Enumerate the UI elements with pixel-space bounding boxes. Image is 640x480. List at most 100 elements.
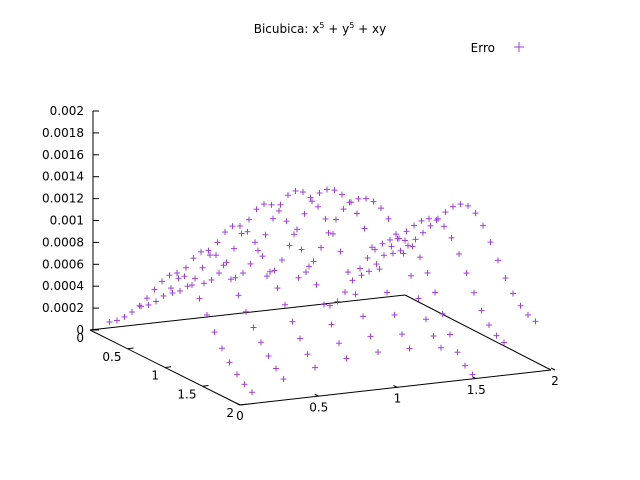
error-point [420, 229, 426, 236]
error-point [450, 203, 456, 210]
error-point [472, 210, 479, 217]
error-point [426, 215, 432, 222]
error-point [517, 302, 524, 309]
y-tick-label: 2 [551, 374, 559, 388]
x-tick-label: 0.5 [102, 350, 121, 364]
error-point [462, 362, 468, 369]
legend-label: Erro [471, 41, 495, 55]
error-point [369, 244, 375, 251]
error-point [228, 276, 234, 283]
error-point [321, 301, 327, 308]
error-point [238, 230, 245, 237]
error-point [295, 274, 302, 281]
x-axis-ticks: 0 0.5 1 1.5 2 [76, 328, 247, 420]
error-point [181, 273, 188, 280]
y-tick-mark [235, 402, 241, 406]
error-point [493, 332, 500, 339]
error-point [435, 215, 441, 222]
error-point [364, 254, 371, 261]
error-point [235, 292, 242, 299]
error-point [216, 270, 222, 277]
error-point [318, 244, 324, 251]
z-tick-label: 0.001 [50, 214, 84, 228]
x-tick-mark [164, 366, 172, 368]
error-point [220, 262, 227, 269]
error-point [136, 302, 143, 309]
error-point [405, 242, 411, 249]
error-point [285, 192, 291, 199]
x-tick-label: 1.5 [177, 387, 196, 401]
error-point [168, 285, 174, 292]
error-point [439, 310, 446, 317]
z-tick-label: 0.0008 [42, 235, 84, 249]
error-point [397, 247, 404, 254]
error-point [196, 295, 203, 302]
error-point [223, 259, 230, 266]
error-point [360, 313, 366, 320]
error-point [411, 222, 417, 229]
error-point [253, 206, 260, 213]
error-point [376, 266, 383, 273]
error-point [300, 189, 306, 196]
error-point [114, 317, 120, 324]
error-point [333, 216, 339, 223]
error-point [487, 239, 494, 246]
error-point [361, 225, 368, 232]
error-point [438, 344, 444, 351]
error-point [322, 215, 329, 222]
error-point [406, 345, 413, 352]
error-point [166, 272, 173, 279]
error-point [399, 331, 405, 338]
error-point [174, 270, 180, 277]
error-point [279, 256, 285, 263]
x-tick-label: 0 [76, 331, 84, 345]
error-point [265, 353, 272, 360]
error-point [213, 252, 219, 259]
error-point [402, 237, 408, 244]
error-point [325, 229, 332, 236]
x-tick-mark [202, 385, 209, 387]
error-point [259, 253, 266, 260]
error-point [375, 349, 381, 356]
error-point [330, 230, 336, 237]
error-point [454, 349, 461, 356]
error-point [198, 248, 204, 255]
error-point [304, 351, 311, 358]
error-points [106, 186, 539, 396]
error-point [249, 389, 255, 396]
error-point [469, 371, 476, 378]
error-point [388, 243, 395, 250]
z-axis: 0 0.0002 0.0004 0.0006 0.0008 0.001 0.0012 0.00… [42, 104, 99, 337]
error-point [303, 269, 309, 276]
error-point [294, 226, 300, 233]
error-point [355, 195, 362, 202]
z-tick-label: 0 [76, 323, 84, 337]
error-point [448, 234, 455, 241]
error-point [510, 290, 516, 297]
error-point [129, 309, 135, 316]
y-tick-mark [393, 385, 398, 388]
error-point [301, 210, 308, 217]
back-edge-y [404, 294, 552, 371]
error-point [214, 239, 221, 246]
y-axis-ticks: 0 0.5 1 1.5 2 [235, 367, 559, 423]
error-point [280, 376, 287, 383]
error-point [189, 282, 195, 289]
error-point [457, 201, 464, 208]
error-point [532, 318, 539, 325]
error-point [328, 321, 335, 328]
error-point [121, 313, 128, 320]
error-point [400, 250, 407, 257]
error-point [417, 254, 423, 261]
y-tick-label: 0 [236, 409, 244, 423]
error-point [240, 270, 246, 277]
error-point [207, 252, 213, 259]
error-point [393, 231, 399, 238]
error-point [270, 215, 276, 222]
error-point [415, 295, 422, 302]
error-point [276, 207, 282, 214]
error-point [408, 272, 414, 279]
error-point [271, 267, 278, 274]
error-point [427, 222, 434, 229]
